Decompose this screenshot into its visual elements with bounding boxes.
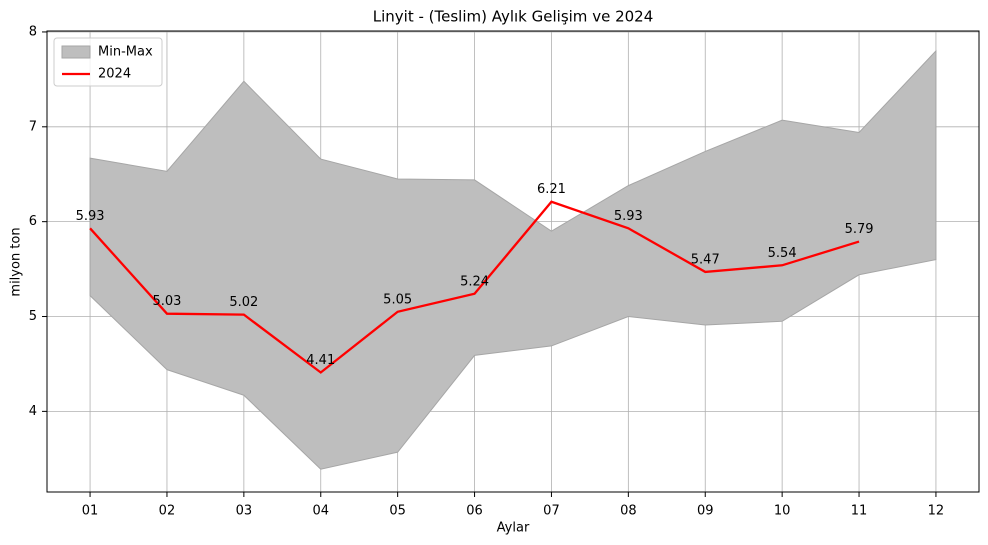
x-tick-label: 05	[389, 504, 406, 519]
data-label: 5.54	[768, 246, 797, 261]
line-2024	[89, 200, 860, 374]
data-label: 5.05	[383, 292, 412, 307]
data-label: 5.02	[229, 295, 258, 310]
plot-frame	[46, 30, 980, 493]
x-tick-label: 08	[620, 504, 637, 519]
y-tick-label: 8	[29, 24, 37, 39]
x-tick-label: 02	[159, 504, 176, 519]
legend-label: Min-Max	[98, 45, 153, 60]
x-tick-label: 03	[236, 504, 253, 519]
data-label: 5.93	[76, 209, 105, 224]
chart-title: Linyit - (Teslim) Aylık Gelişim ve 2024	[373, 8, 654, 26]
x-axis-label: Aylar	[497, 521, 530, 536]
x-tick-label: 09	[697, 504, 714, 519]
legend-label: 2024	[98, 67, 131, 82]
y-axis-label: milyon ton	[9, 227, 24, 296]
x-tick-label: 12	[928, 504, 945, 519]
data-label: 5.79	[845, 222, 874, 237]
y-tick-label: 6	[29, 214, 37, 229]
x-tick-label: 04	[312, 504, 329, 519]
legend-swatch	[61, 45, 91, 59]
x-tick-label: 11	[851, 504, 868, 519]
data-label: 5.47	[691, 252, 720, 267]
x-tick-label: 01	[82, 504, 99, 519]
data-label: 5.93	[614, 209, 643, 224]
data-label: 5.24	[460, 274, 489, 289]
y-tick-label: 4	[29, 404, 37, 419]
data-label: 4.41	[306, 353, 335, 368]
x-tick-label: 07	[543, 504, 560, 519]
y-tick-label: 7	[29, 119, 37, 134]
x-tick-label: 10	[774, 504, 791, 519]
data-label: 5.03	[152, 294, 181, 309]
x-tick-label: 06	[466, 504, 483, 519]
data-label: 6.21	[537, 182, 566, 197]
y-tick-label: 5	[29, 309, 37, 324]
min-max-band	[89, 49, 937, 470]
